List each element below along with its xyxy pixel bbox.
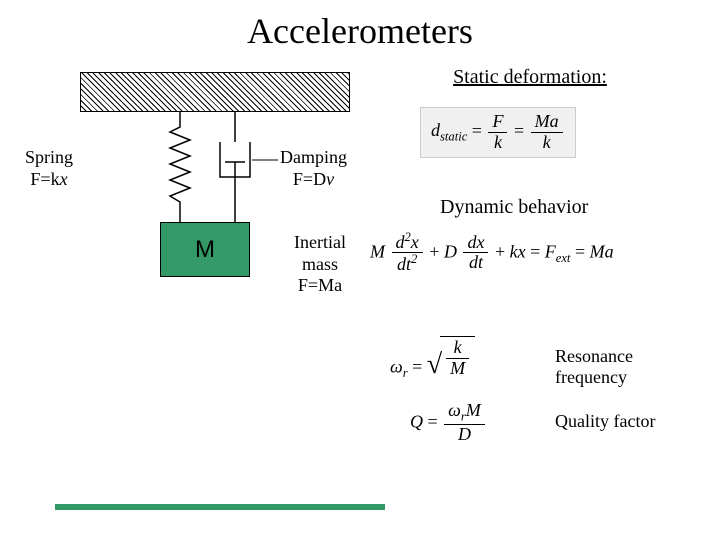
spring-label-line2: F=kx bbox=[30, 169, 67, 189]
mass-box: M bbox=[160, 222, 250, 277]
damping-label: Damping F=Dv bbox=[280, 147, 347, 190]
damping-label-line2: F=Dv bbox=[293, 169, 334, 189]
inertial-label-line2: F=Ma bbox=[298, 275, 342, 295]
inertial-label-line1: Inertial mass bbox=[294, 232, 346, 274]
content-area: Spring F=kx Damping F=Dv M Inertial mass… bbox=[0, 72, 720, 512]
quality-factor-equation: Q = ωrM D bbox=[410, 401, 487, 445]
spring-icon bbox=[170, 112, 190, 222]
damping-label-line1: Damping bbox=[280, 147, 347, 167]
accelerometer-diagram: Spring F=kx Damping F=Dv M Inertial mass… bbox=[80, 72, 360, 112]
equation-of-motion: M d2x dt2 + D dx dt + kx = Fext = Ma bbox=[370, 231, 700, 276]
resonance-frequency-equation: ωr = √ k M bbox=[390, 336, 475, 381]
frac-Ma-over-k: Ma k bbox=[531, 112, 563, 153]
resonance-frequency-label: Resonance frequency bbox=[555, 346, 700, 388]
frac-F-over-k: F k bbox=[488, 112, 507, 153]
static-deformation-equation: dstatic = F k = Ma k bbox=[420, 107, 576, 158]
spring-label-line1: Spring bbox=[25, 147, 73, 167]
equations-column: Static deformation: dstatic = F k = Ma k… bbox=[400, 66, 700, 291]
dynamic-behavior-heading: Dynamic behavior bbox=[440, 196, 700, 219]
page-title: Accelerometers bbox=[0, 10, 720, 52]
d-static-symbol: dstatic bbox=[431, 120, 467, 140]
quality-factor-label: Quality factor bbox=[555, 411, 655, 432]
static-deformation-heading: Static deformation: bbox=[400, 66, 660, 89]
spring-label: Spring F=kx bbox=[25, 147, 73, 190]
footer-rule bbox=[55, 504, 385, 510]
inertial-mass-label: Inertial mass F=Ma bbox=[280, 232, 360, 297]
